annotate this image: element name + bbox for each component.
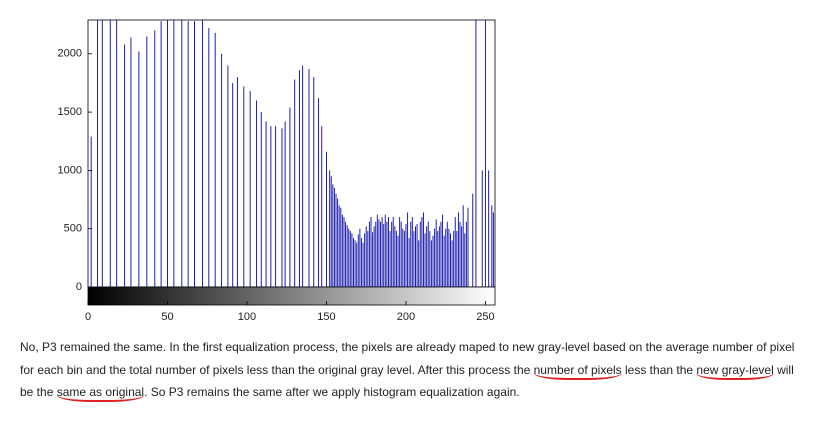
stems <box>88 20 494 287</box>
y-tick-label: 0 <box>76 281 82 293</box>
text-line: be the same as original. So P3 remains t… <box>20 381 820 404</box>
chart: 0 500 1000 1500 2000 0 50 100 150 200 250 <box>58 19 496 323</box>
text-line: No, P3 remained the same. In the first e… <box>20 336 820 359</box>
x-tick-label: 50 <box>161 311 173 323</box>
y-tick-label: 1500 <box>58 106 82 118</box>
x-tick-label: 200 <box>397 311 415 323</box>
text-segment: for each bin and the total number of pix… <box>20 362 534 377</box>
text-segment: No, P3 remained the same. In the first e… <box>20 340 795 354</box>
y-tick-label: 500 <box>64 223 82 235</box>
underlined-phrase: new gray-level <box>696 362 774 380</box>
text-segment: . So P3 remains the same after we apply … <box>144 385 520 399</box>
plot-area <box>87 19 496 288</box>
text-line: for each bin and the total number of pix… <box>20 359 820 382</box>
x-tick-label: 0 <box>85 311 91 323</box>
paragraph: No, P3 remained the same. In the first e… <box>20 336 820 404</box>
text-segment: less than the <box>621 362 697 377</box>
underlined-phrase: same as original <box>56 385 145 402</box>
underlined-phrase: number of pixels <box>533 362 622 380</box>
x-tick-label: 250 <box>476 311 494 323</box>
text-segment: be the <box>20 385 57 399</box>
x-tick-label: 100 <box>238 311 256 323</box>
x-tick-label: 150 <box>317 311 335 323</box>
y-tick-label: 1000 <box>58 164 82 176</box>
text-segment: will <box>773 362 794 377</box>
y-tick-label: 2000 <box>58 48 82 60</box>
colorbar <box>87 286 496 306</box>
